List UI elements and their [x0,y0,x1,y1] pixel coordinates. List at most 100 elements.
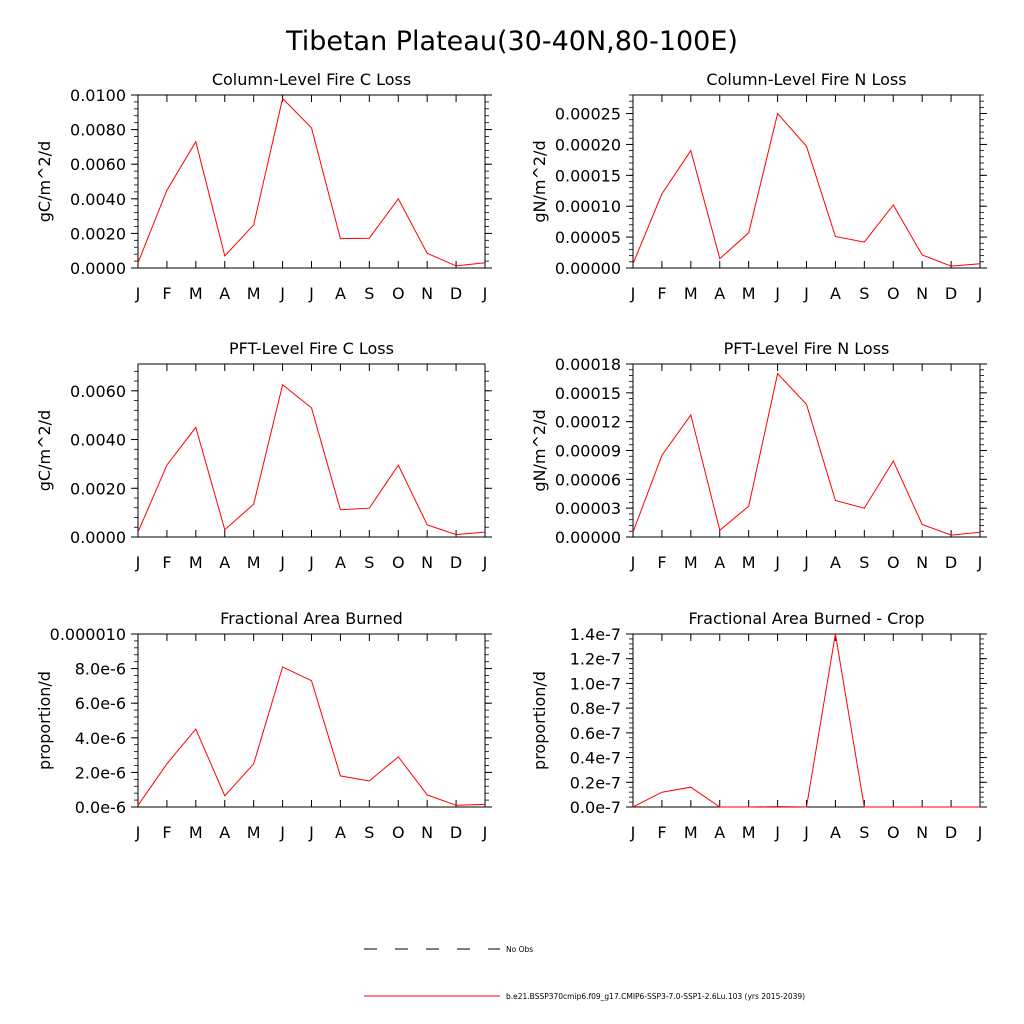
y-tick-label: 0.0060 [70,382,126,401]
x-tick-label: M [189,284,203,303]
x-tick-label: J [135,284,141,303]
x-tick-label: A [714,823,725,842]
x-tick-label: A [219,284,230,303]
legend-entry-model-run: b.e21.BSSP370cmip6.f09_g17.CMIP6-SSP3-7.… [364,992,805,1001]
x-tick-label: J [977,284,983,303]
x-tick-label: J [279,284,285,303]
series-line [632,372,981,536]
series-line [632,112,981,267]
x-tick-label: S [364,284,374,303]
series-line [632,633,980,808]
x-tick-label: M [684,284,698,303]
x-tick-label: A [335,284,346,303]
y-tick-label: 0.8e-7 [570,699,621,718]
chart-title: Column-Level Fire C Loss [212,70,411,89]
x-tick-label: J [774,823,780,842]
y-tick-label: 0.00010 [555,197,621,216]
x-tick-label: J [135,823,141,842]
y-tick-label: 0.00000 [555,259,621,278]
x-tick-label: M [742,823,756,842]
x-tick-label: S [859,284,869,303]
x-tick-label: A [830,553,841,572]
x-tick-label: A [219,553,230,572]
y-tick-label: 1.0e-7 [570,674,621,693]
y-axis-label: proportion/d [530,671,549,770]
x-tick-label: D [945,823,957,842]
x-tick-label: N [421,553,433,572]
chart-title: Fractional Area Burned [220,609,403,628]
x-tick-label: D [945,284,957,303]
y-tick-label: 0.00015 [555,384,621,403]
x-tick-label: A [335,823,346,842]
x-tick-label: J [308,284,314,303]
y-axis-label: gC/m^2/d [35,141,54,222]
x-tick-label: J [279,553,285,572]
x-tick-label: M [742,284,756,303]
x-tick-label: J [630,553,636,572]
x-tick-label: J [482,823,488,842]
legend: No Obs b.e21.BSSP370cmip6.f09_g17.CMIP6-… [364,945,805,1001]
x-tick-label: S [859,823,869,842]
x-tick-label: J [482,553,488,572]
x-tick-label: F [162,823,171,842]
x-tick-label: D [450,284,462,303]
y-axis-label: proportion/d [35,671,54,770]
y-tick-label: 0.00020 [555,135,621,154]
x-tick-label: D [450,553,462,572]
y-tick-label: 0.0080 [70,121,126,140]
x-tick-label: J [774,284,780,303]
x-tick-label: A [219,823,230,842]
x-tick-label: D [945,553,957,572]
x-tick-label: M [189,553,203,572]
legend-label-model-run: b.e21.BSSP370cmip6.f09_g17.CMIP6-SSP3-7.… [506,992,805,1001]
x-tick-label: A [335,553,346,572]
y-tick-label: 8.0e-6 [75,660,126,679]
y-tick-label: 0.0040 [70,190,126,209]
y-tick-label: 4.0e-6 [75,729,126,748]
y-tick-label: 0.00025 [555,105,621,124]
y-tick-label: 0.0060 [70,155,126,174]
x-tick-label: O [887,823,900,842]
x-tick-label: J [308,823,314,842]
x-tick-label: O [887,553,900,572]
y-tick-label: 2.0e-6 [75,763,126,782]
x-tick-label: J [135,553,141,572]
x-tick-label: J [774,553,780,572]
y-axis-label: gN/m^2/d [530,140,549,222]
x-tick-label: J [482,284,488,303]
y-tick-label: 0.0e-7 [570,798,621,817]
x-tick-label: F [657,284,666,303]
x-tick-label: F [162,284,171,303]
y-tick-label: 0.00005 [555,228,621,247]
x-tick-label: N [421,823,433,842]
y-tick-label: 0.0020 [70,224,126,243]
y-tick-label: 0.000010 [50,625,126,644]
x-tick-label: A [714,553,725,572]
x-tick-label: M [247,823,261,842]
chart-title: Fractional Area Burned - Crop [689,609,925,628]
y-tick-label: 0.0000 [70,259,126,278]
x-tick-label: M [684,823,698,842]
x-tick-label: F [657,553,666,572]
y-tick-label: 0.00006 [555,470,621,489]
chart-title: Column-Level Fire N Loss [706,70,906,89]
x-tick-label: M [189,823,203,842]
y-tick-label: 0.00003 [555,499,621,518]
y-tick-label: 0.0100 [70,86,126,105]
x-tick-label: O [887,284,900,303]
y-tick-label: 0.0040 [70,431,126,450]
y-tick-label: 0.00015 [555,166,621,185]
x-tick-label: A [714,284,725,303]
legend-entry-no-obs: No Obs [364,945,533,954]
x-tick-label: J [977,823,983,842]
y-tick-label: 0.00012 [555,413,621,432]
y-tick-label: 0.2e-7 [570,773,621,792]
x-tick-label: F [162,553,171,572]
